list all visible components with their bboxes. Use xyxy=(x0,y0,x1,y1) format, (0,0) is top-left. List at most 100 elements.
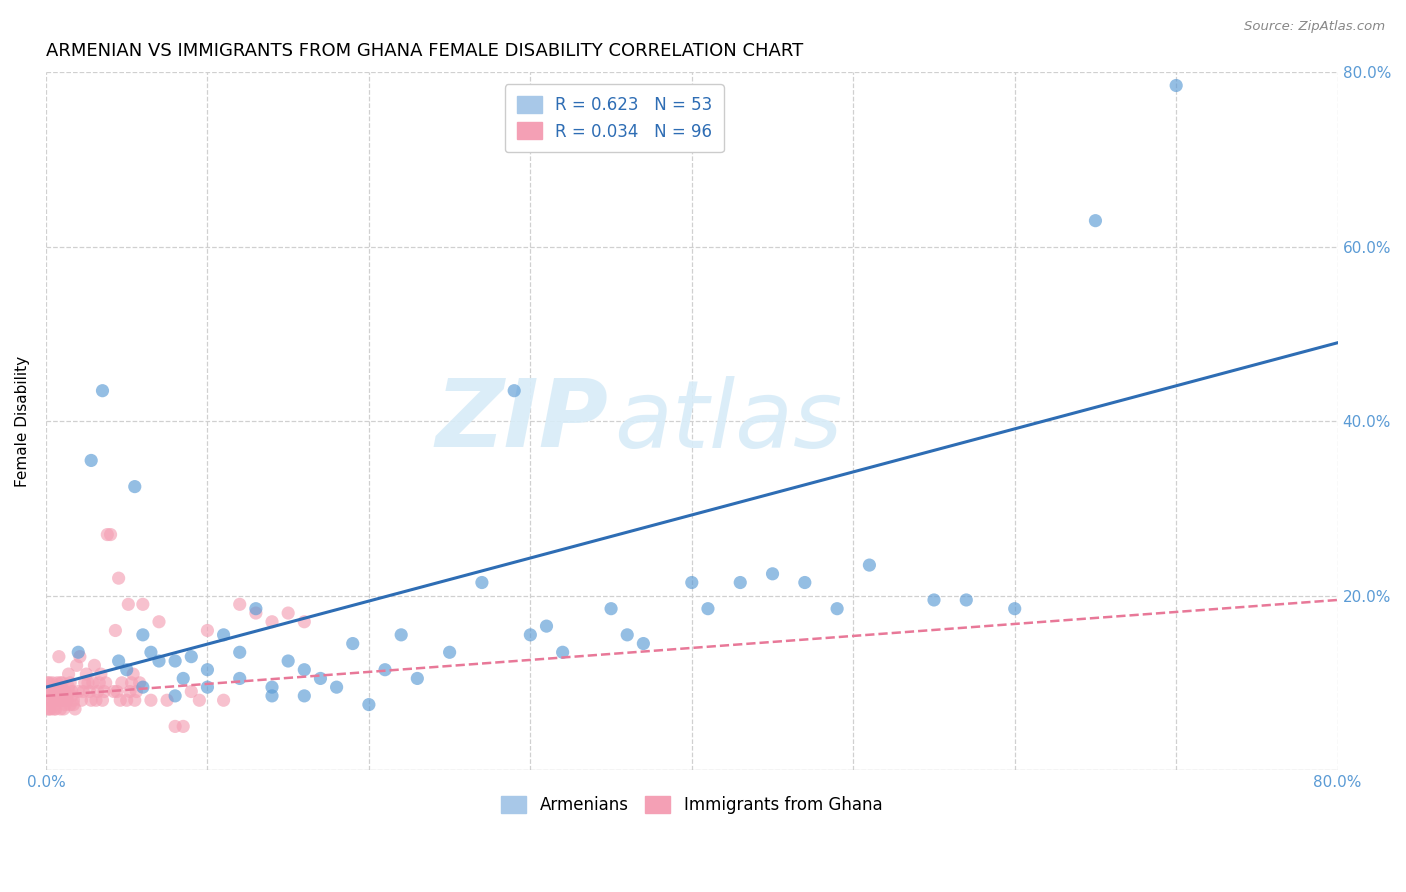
Point xyxy=(825,601,848,615)
Point xyxy=(70,693,93,707)
Point xyxy=(91,384,114,398)
Point xyxy=(471,575,494,590)
Point xyxy=(45,684,67,698)
Point xyxy=(148,654,170,668)
Point xyxy=(49,693,72,707)
Point xyxy=(128,675,150,690)
Point xyxy=(53,684,76,698)
Point xyxy=(260,680,283,694)
Point xyxy=(83,658,105,673)
Point xyxy=(793,575,815,590)
Point xyxy=(80,453,103,467)
Point xyxy=(105,684,128,698)
Point xyxy=(118,684,141,698)
Point xyxy=(73,675,96,690)
Point xyxy=(37,702,59,716)
Point xyxy=(406,672,429,686)
Point xyxy=(84,693,107,707)
Point xyxy=(148,615,170,629)
Point xyxy=(681,575,703,590)
Point xyxy=(761,566,783,581)
Point xyxy=(89,675,111,690)
Point xyxy=(59,675,82,690)
Point xyxy=(197,663,219,677)
Point xyxy=(858,558,880,573)
Point xyxy=(80,693,103,707)
Point xyxy=(139,645,162,659)
Point xyxy=(42,693,65,707)
Point xyxy=(728,575,751,590)
Point xyxy=(922,593,945,607)
Point xyxy=(115,693,138,707)
Point xyxy=(139,693,162,707)
Point xyxy=(260,689,283,703)
Point xyxy=(53,698,76,712)
Point xyxy=(46,693,69,707)
Point xyxy=(72,684,94,698)
Point xyxy=(51,675,73,690)
Point xyxy=(439,645,461,659)
Point xyxy=(46,684,69,698)
Point xyxy=(62,693,84,707)
Point xyxy=(197,680,219,694)
Point xyxy=(39,684,62,698)
Point xyxy=(110,693,132,707)
Point xyxy=(212,628,235,642)
Point xyxy=(103,684,125,698)
Point xyxy=(389,628,412,642)
Point xyxy=(67,684,90,698)
Text: ZIP: ZIP xyxy=(434,376,607,467)
Point xyxy=(82,675,104,690)
Point xyxy=(115,663,138,677)
Point xyxy=(1004,601,1026,615)
Point xyxy=(132,628,155,642)
Point xyxy=(357,698,380,712)
Point xyxy=(107,654,129,668)
Point xyxy=(277,654,299,668)
Point xyxy=(91,693,114,707)
Point xyxy=(111,675,134,690)
Point xyxy=(90,667,112,681)
Point xyxy=(66,658,89,673)
Point xyxy=(551,645,574,659)
Point xyxy=(260,615,283,629)
Point xyxy=(165,719,187,733)
Point xyxy=(172,672,194,686)
Point xyxy=(228,672,250,686)
Point xyxy=(49,702,72,716)
Text: ARMENIAN VS IMMIGRANTS FROM GHANA FEMALE DISABILITY CORRELATION CHART: ARMENIAN VS IMMIGRANTS FROM GHANA FEMALE… xyxy=(46,42,803,60)
Point xyxy=(100,527,122,541)
Point xyxy=(122,667,145,681)
Point xyxy=(41,693,63,707)
Point xyxy=(46,675,69,690)
Point xyxy=(58,667,80,681)
Point xyxy=(132,680,155,694)
Point xyxy=(1084,213,1107,227)
Point xyxy=(292,615,315,629)
Point xyxy=(63,702,86,716)
Point xyxy=(519,628,541,642)
Point xyxy=(228,645,250,659)
Point xyxy=(39,693,62,707)
Point xyxy=(342,636,364,650)
Point xyxy=(52,702,75,716)
Point xyxy=(125,684,148,698)
Point xyxy=(51,684,73,698)
Point xyxy=(180,684,202,698)
Point xyxy=(228,597,250,611)
Point xyxy=(165,654,187,668)
Point xyxy=(62,698,84,712)
Point xyxy=(107,571,129,585)
Text: atlas: atlas xyxy=(614,376,842,467)
Point xyxy=(292,663,315,677)
Point xyxy=(156,693,179,707)
Point xyxy=(59,698,82,712)
Point xyxy=(633,636,655,650)
Point xyxy=(104,624,127,638)
Point xyxy=(600,601,623,615)
Point xyxy=(49,675,72,690)
Point xyxy=(42,684,65,698)
Point xyxy=(180,649,202,664)
Point xyxy=(503,384,526,398)
Point xyxy=(121,675,143,690)
